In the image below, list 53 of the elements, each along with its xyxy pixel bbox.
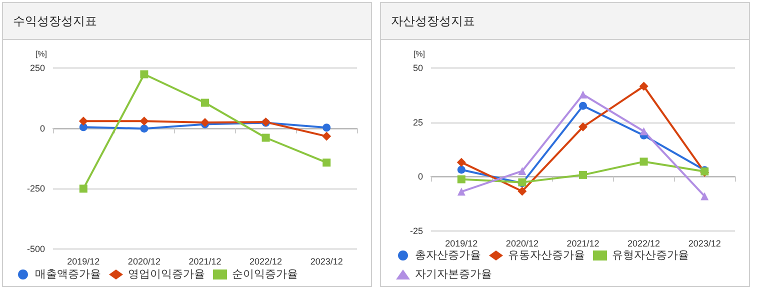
point <box>79 184 88 193</box>
point <box>140 70 148 78</box>
point <box>640 158 648 166</box>
y-tick-label: -500 <box>26 244 45 254</box>
y-axis-title: [%] <box>413 50 425 58</box>
point <box>78 116 88 126</box>
x-tick-label: 2019/12 <box>67 256 100 266</box>
point <box>262 134 270 142</box>
y-axis-title: [%] <box>35 50 47 58</box>
point <box>322 132 332 141</box>
legend-label: 순이익증가율 <box>232 268 298 280</box>
point <box>700 192 709 200</box>
point <box>640 127 648 136</box>
x-tick-label: 2020/12 <box>128 256 160 266</box>
y-tick-label: 25 <box>412 117 423 128</box>
legend-label: 유형자산증가율 <box>612 250 689 262</box>
point <box>140 124 148 133</box>
point <box>578 122 588 132</box>
point <box>518 186 527 196</box>
point <box>639 82 648 91</box>
x-tick-label: 2021/12 <box>566 238 600 248</box>
point <box>140 116 149 126</box>
legend-label: 유동자산증가율 <box>508 250 585 262</box>
point <box>579 170 587 179</box>
point <box>579 90 587 99</box>
chart-title: 자산성장성지표 <box>381 3 749 40</box>
y-tick-label: -25 <box>410 226 423 236</box>
point <box>456 158 466 167</box>
legend-label: 총자산증가율 <box>415 250 481 262</box>
point <box>457 175 466 184</box>
y-tick-label: -250 <box>26 184 45 194</box>
point <box>322 158 331 167</box>
point <box>201 98 209 107</box>
x-tick-label: 2021/12 <box>188 256 222 266</box>
y-tick-label: 0 <box>418 172 423 182</box>
x-tick-label: 2023/12 <box>310 256 343 266</box>
x-tick-label: 2022/12 <box>250 256 282 266</box>
x-tick-label: 2020/12 <box>506 238 538 248</box>
x-tick-label: 2023/12 <box>688 238 721 248</box>
point <box>457 166 466 174</box>
y-tick-label: 50 <box>412 63 423 73</box>
x-tick-label: 2019/12 <box>445 238 478 248</box>
y-tick-label: 250 <box>30 63 45 73</box>
chart-title: 수익성장성지표 <box>3 3 371 40</box>
point <box>579 102 587 110</box>
legend-label: 자기자본증가율 <box>415 268 492 280</box>
point <box>518 167 526 176</box>
legend-label: 매출액증가율 <box>35 268 101 280</box>
x-tick-label: 2022/12 <box>628 238 660 248</box>
point <box>322 124 331 132</box>
y-tick-label: 0 <box>40 123 45 134</box>
point <box>457 188 466 196</box>
legend-label: 영업이익증가율 <box>128 268 205 280</box>
